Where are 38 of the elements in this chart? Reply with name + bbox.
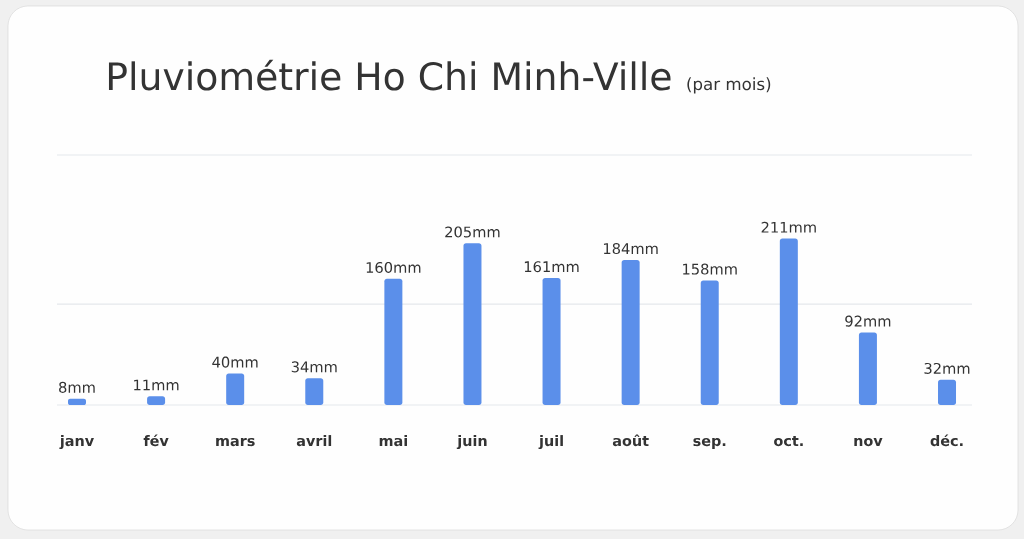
x-tick-label: janv [59, 435, 94, 450]
data-label: 158mm [683, 263, 737, 275]
x-tick-label: août [612, 434, 649, 447]
data-label: 160mm [366, 261, 421, 274]
chart-subtitle: (par mois) [687, 77, 771, 94]
data-label: 40mm [212, 356, 258, 368]
data-label: 11mm [134, 379, 179, 391]
bar [858, 332, 877, 405]
data-label: 8mm [59, 381, 95, 393]
bar [621, 259, 640, 405]
x-tick-label: fév [143, 434, 169, 447]
data-label: 92mm [845, 315, 891, 327]
bar [68, 398, 86, 405]
x-tick-label: juil [538, 435, 563, 450]
bar [542, 278, 561, 405]
bar [384, 278, 403, 405]
bar [305, 378, 324, 405]
x-tick-label: avril [296, 435, 332, 447]
x-tick-label: mars [216, 437, 255, 447]
x-tick-label: juin [456, 435, 487, 450]
bar [147, 396, 166, 405]
bar [700, 280, 719, 405]
x-tick-label: oct. [774, 435, 803, 447]
data-label: 32mm [924, 362, 970, 374]
chart-title: Pluviométrie Ho Chi Minh-Ville [108, 59, 671, 91]
bar [463, 243, 482, 405]
data-label: 161mm [524, 261, 579, 273]
x-tick-label: mai [379, 435, 407, 447]
bar [779, 238, 798, 405]
data-label: 34mm [291, 361, 337, 373]
data-label: 184mm [603, 243, 658, 255]
x-tick-label: déc. [930, 434, 963, 447]
data-label: 211mm [761, 221, 816, 233]
bar [938, 379, 957, 405]
x-tick-label: nov [854, 437, 883, 447]
data-label: 205mm [445, 226, 500, 238]
x-tick-label: sep. [693, 437, 726, 449]
bar [226, 373, 245, 405]
